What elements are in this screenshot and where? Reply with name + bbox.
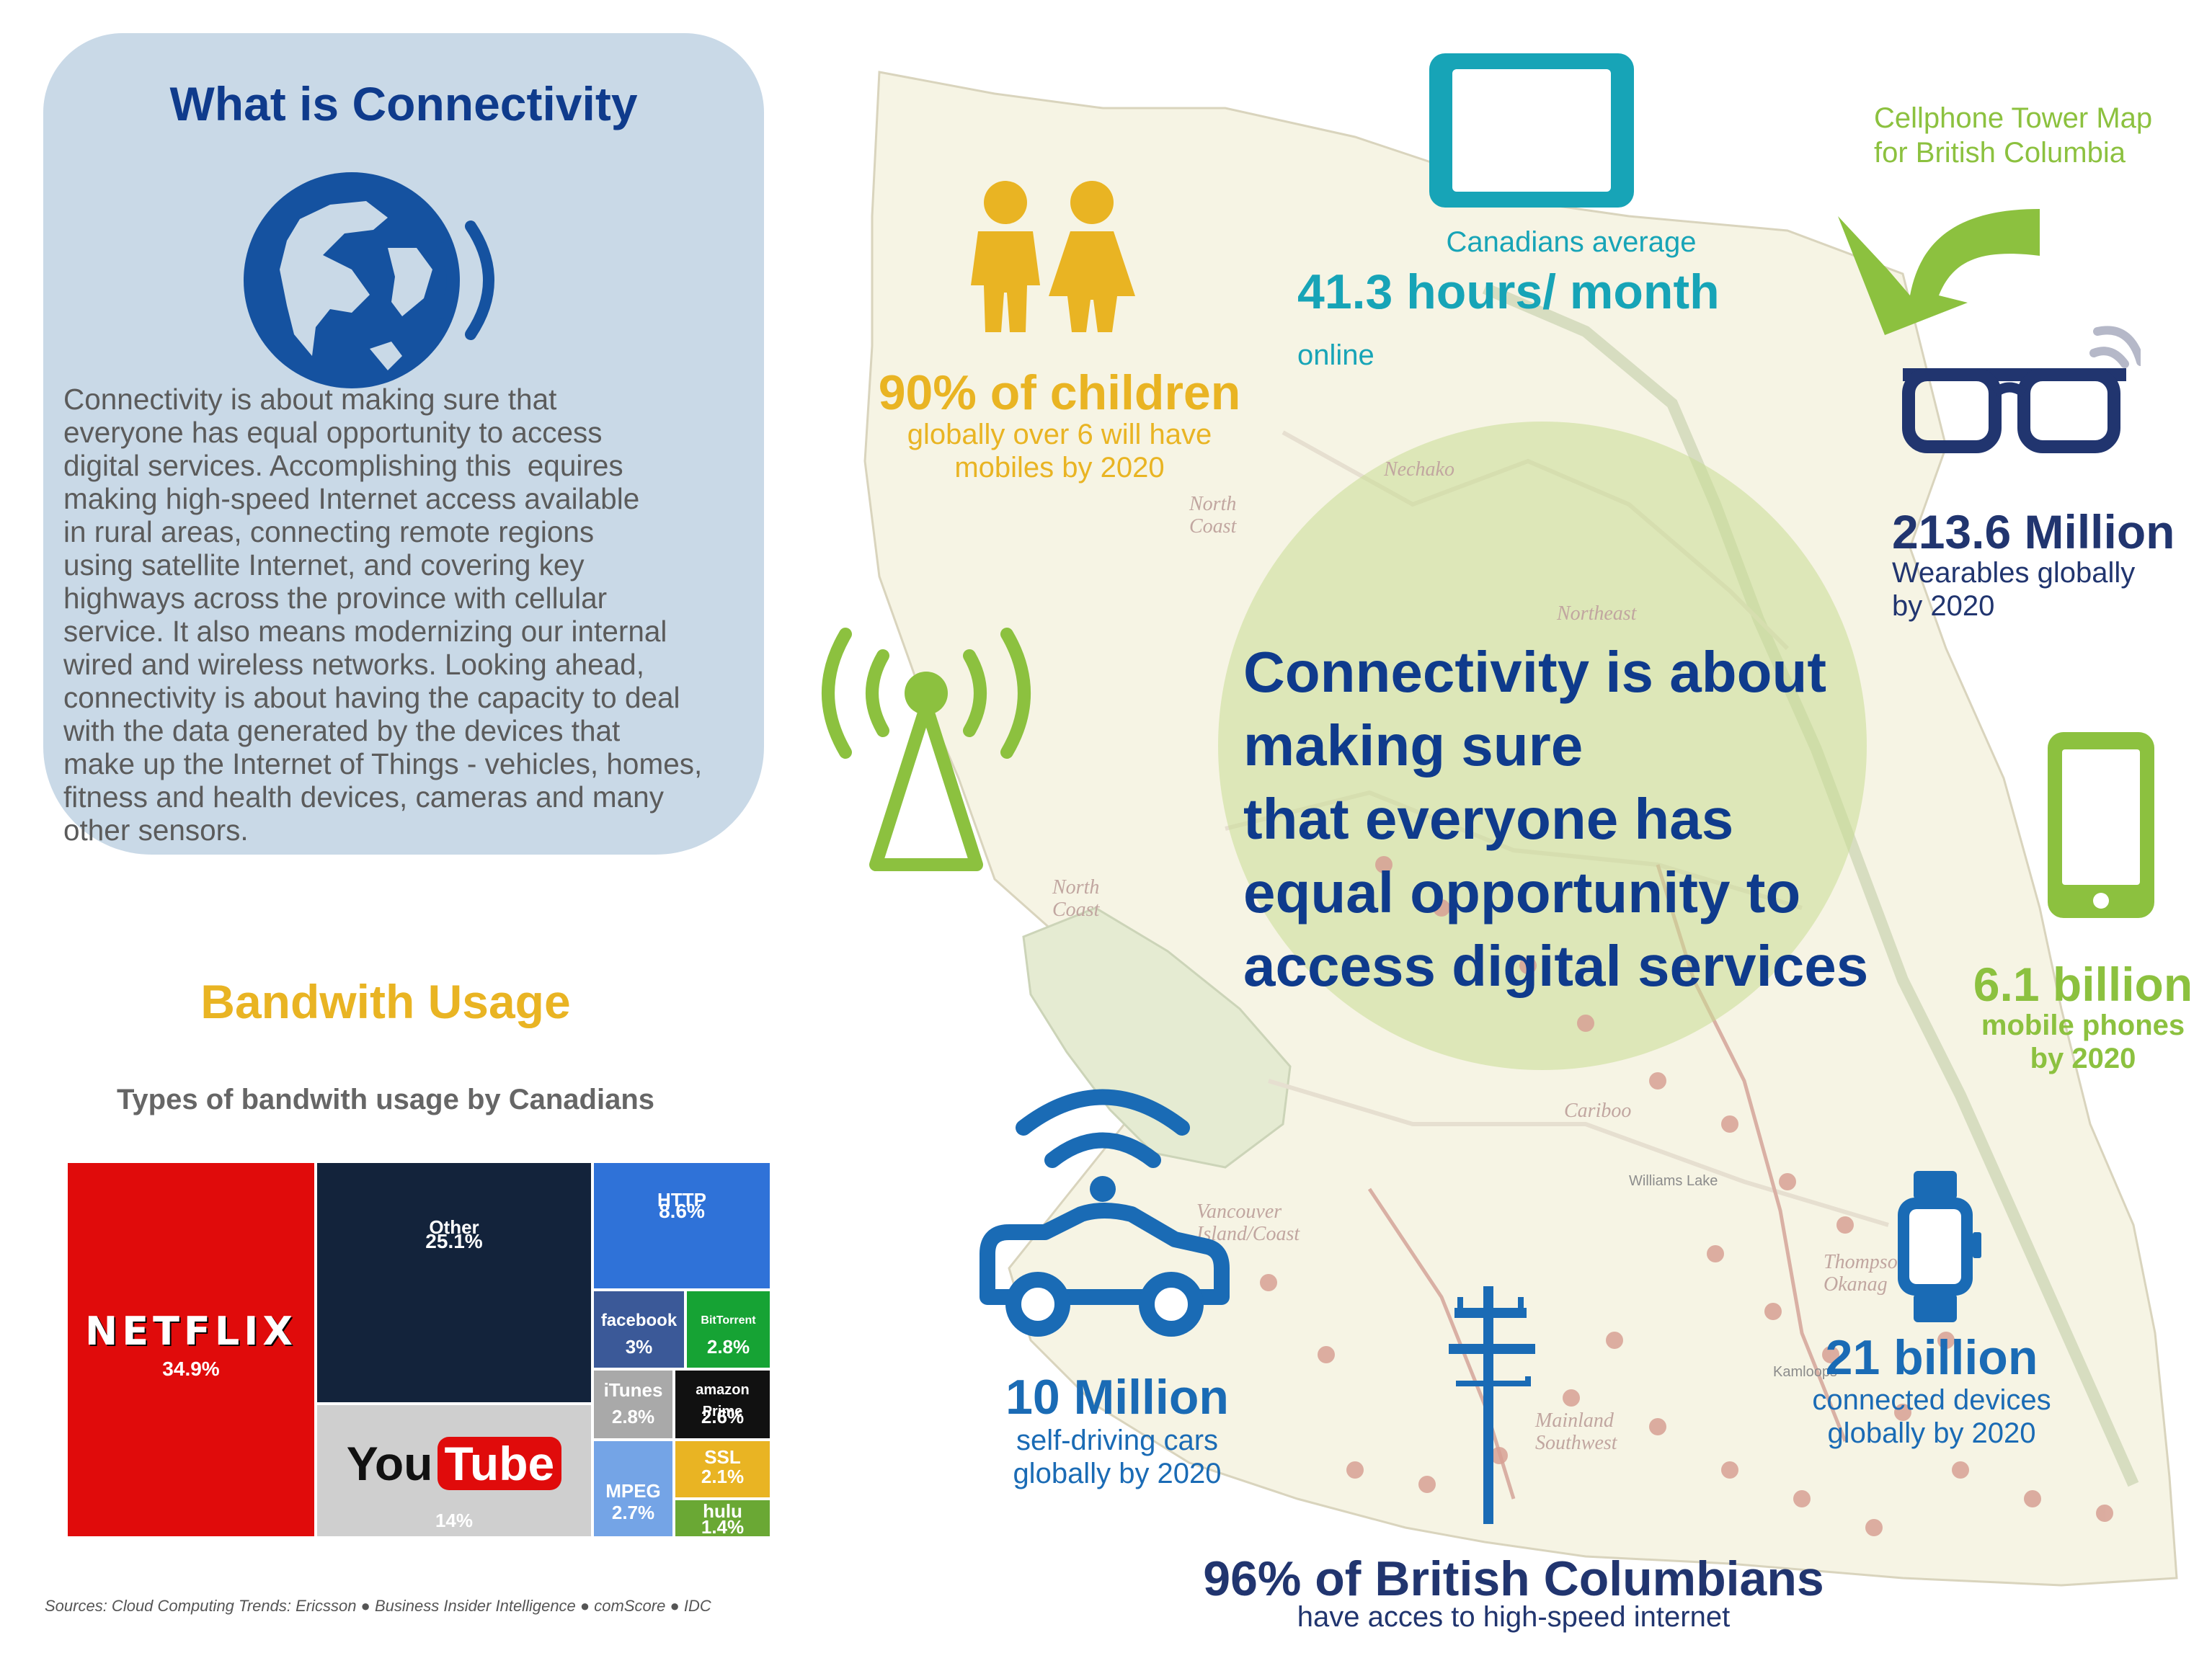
phones-stat-value: 6.1 billion xyxy=(1973,958,2193,1011)
map-label-northeast: Northeast xyxy=(1556,602,1638,625)
children-stat-value: 90% of children xyxy=(878,365,1241,420)
treemap-cell-other: Other 25.1% xyxy=(316,1162,592,1404)
connected-car-icon xyxy=(980,1089,1230,1337)
treemap-cell-bittorrent: BitTorrent 2.8% xyxy=(685,1290,771,1369)
online-hours-number: 41.3 hours/ month xyxy=(1297,264,1720,319)
smartwatch-icon xyxy=(1898,1171,1981,1322)
tower-map-label: Cellphone Tower Map for British Columbia xyxy=(1874,102,2153,169)
online-hours-caption: Canadians average xyxy=(1446,226,1697,258)
treemap-value: 34.9% xyxy=(162,1358,220,1381)
wearables-stat-caption: Wearables globally by 2020 xyxy=(1892,557,2136,622)
map-label-kamloops: Kamloops xyxy=(1773,1364,1837,1380)
online-hours-value: 41.3 hours/ month online xyxy=(1297,264,1802,376)
map-label-cariboo: Cariboo xyxy=(1564,1100,1631,1122)
netflix-logo: NETFLIX xyxy=(85,1309,297,1355)
treemap-label: amazon Prime xyxy=(696,1381,750,1420)
treemap-value: 25.1% xyxy=(425,1230,483,1253)
treemap-value: 8.6% xyxy=(659,1199,705,1222)
intro-body: Connectivity is about making sure that e… xyxy=(63,383,703,847)
devices-stat-caption: connected devices globally by 2020 xyxy=(1812,1384,2051,1449)
treemap-cell-youtube: You Tube 14% xyxy=(316,1404,592,1538)
treemap-label: HTTP xyxy=(657,1188,706,1211)
map-label-nechako: Nechako xyxy=(1383,458,1454,481)
bc-stat-value: 96% of British Columbians xyxy=(1203,1551,1824,1606)
curved-arrow-icon xyxy=(1838,209,2040,335)
bandwidth-title: Bandwith Usage xyxy=(200,975,571,1028)
treemap-value: 2.7% xyxy=(611,1502,655,1524)
treemap-label: SSL xyxy=(704,1445,741,1468)
children-icon xyxy=(971,181,1135,332)
children-stat-caption: globally over 6 will have mobiles by 202… xyxy=(907,419,1212,484)
phones-stat-caption: mobile phones by 2020 xyxy=(1981,1010,2185,1074)
cars-stat-value: 10 Million xyxy=(1005,1370,1229,1425)
intro-panel: What is Connectivity Connectivity is abo… xyxy=(43,33,764,855)
treemap-label: BitTorrent xyxy=(701,1314,756,1327)
treemap-value: 2.1% xyxy=(701,1466,745,1488)
treemap-cell-netflix: NETFLIX 34.9% xyxy=(66,1162,316,1538)
treemap-label: facebook xyxy=(600,1311,678,1331)
tablet-icon xyxy=(1429,53,1634,208)
bandwidth-treemap: NETFLIX 34.9% Other 25.1% You Tube 14% HTTP 8.6%… xyxy=(66,1162,771,1538)
treemap-label: Other xyxy=(429,1216,479,1238)
map-label-thompson: Thompson Okanag xyxy=(1824,1251,1908,1296)
treemap-value: 2.8% xyxy=(611,1406,655,1427)
treemap-label: iTunes xyxy=(603,1378,663,1401)
treemap-cell-http: HTTP 8.6% xyxy=(592,1162,771,1290)
youtube-logo: You Tube xyxy=(317,1435,591,1502)
treemap-value: 14% xyxy=(435,1510,474,1532)
radio-tower-icon xyxy=(822,628,1031,871)
wearables-stat-value: 213.6 Million xyxy=(1892,505,2175,558)
treemap-cell-itunes: iTunes 2.8% xyxy=(592,1369,674,1440)
cars-stat-caption: self-driving cars globally by 2020 xyxy=(1013,1425,1222,1489)
treemap-cell-facebook: facebook 3% xyxy=(592,1290,685,1369)
utility-pole-icon xyxy=(1449,1286,1535,1524)
treemap-value: 2.6% xyxy=(701,1406,745,1427)
smartphone-icon xyxy=(2048,732,2154,918)
map-label-williams-lake: Williams Lake xyxy=(1629,1173,1718,1189)
online-hours-suffix: online xyxy=(1297,339,1374,371)
globe-signal-icon xyxy=(244,172,494,388)
bc-stat-caption: have acces to high-speed internet xyxy=(1297,1601,1731,1633)
map-label-mainland: Mainland Southwest xyxy=(1534,1409,1618,1454)
sources-note: Sources: Cloud Computing Trends: Ericsso… xyxy=(45,1597,711,1615)
treemap-label: hulu xyxy=(703,1500,742,1522)
devices-stat-value: 21 billion xyxy=(1825,1330,2038,1385)
treemap-label: MPEG xyxy=(605,1480,661,1502)
connectivity-quote: Connectivity is about making sure that e… xyxy=(1243,640,1869,998)
treemap-cell-ssl: SSL 2.1% xyxy=(674,1440,771,1499)
smart-glasses-icon xyxy=(1902,326,2141,453)
treemap-cell-mpeg: MPEG 2.7% xyxy=(592,1440,674,1538)
map-label-north-coast-1: North Coast xyxy=(1189,493,1238,538)
treemap-cell-hulu: hulu 1.4% xyxy=(674,1499,771,1538)
intro-title: What is Connectivity xyxy=(169,77,638,130)
bandwidth-subtitle: Types of bandwith usage by Canadians xyxy=(116,1084,655,1115)
treemap-value: 2.8% xyxy=(706,1335,750,1358)
treemap-value: 3% xyxy=(625,1335,653,1358)
treemap-cell-amazon-prime: amazon Prime 2.6% xyxy=(674,1369,771,1440)
map-label-north-coast-2: North Coast xyxy=(1052,876,1101,921)
treemap-value: 1.4% xyxy=(701,1515,745,1538)
